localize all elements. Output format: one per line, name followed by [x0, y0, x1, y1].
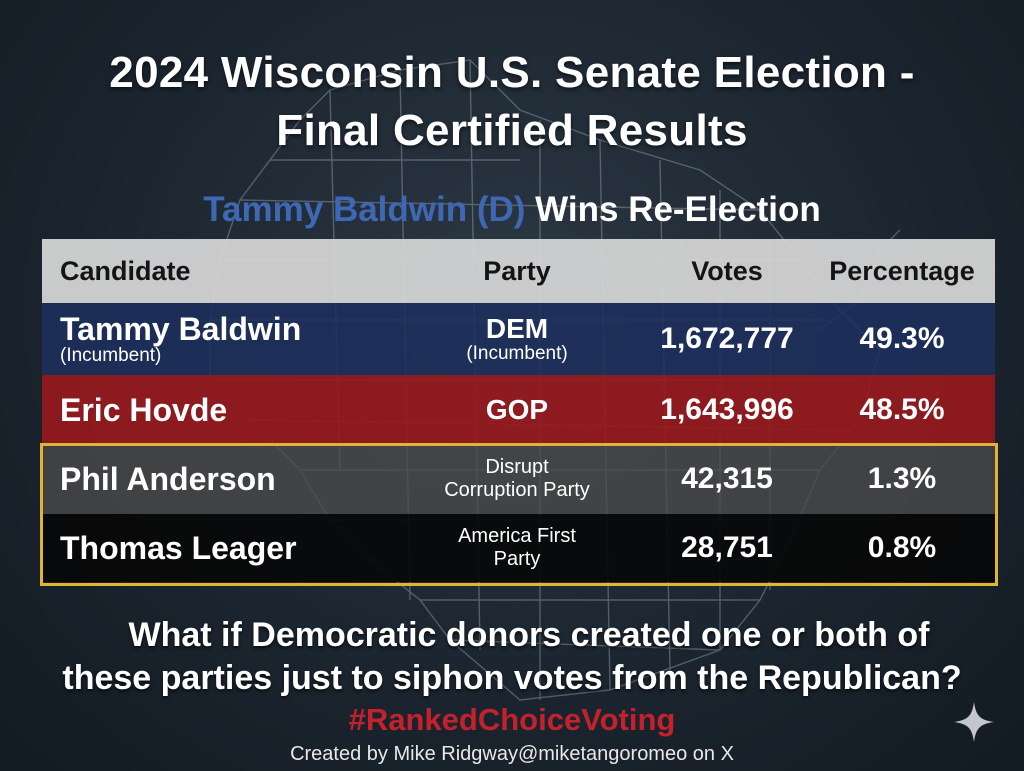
party-cell: Disrupt Corruption Party [402, 444, 632, 514]
percentage-cell: 1.3% [867, 462, 937, 495]
party-name: GOP [485, 393, 549, 425]
table-row-baldwin: Tammy Baldwin (Incumbent) DEM (Incumbent… [42, 303, 995, 375]
hashtag: #RankedChoiceVoting [348, 702, 676, 737]
votes-cell: 42,315 [681, 462, 773, 495]
title-line-2: Final Certified Results [276, 106, 748, 155]
percentage-cell: 0.8% [867, 531, 937, 564]
candidate-name: Tammy Baldwin [60, 311, 302, 347]
party-name-line-1: Disrupt [485, 456, 549, 478]
table-header: Candidate Party Votes Percentage [42, 239, 995, 303]
candidate-note: (Incumbent) [60, 345, 162, 366]
title-line-1: 2024 Wisconsin U.S. Senate Election - [109, 48, 915, 97]
candidate-name: Thomas Leager [60, 530, 297, 566]
party-name: DEM [485, 313, 549, 344]
header-votes: Votes [691, 255, 763, 286]
votes-cell: 28,751 [681, 531, 773, 564]
percentage-cell: 49.3% [859, 322, 945, 355]
header-percentage: Percentage [829, 255, 975, 286]
question-line-1: What if Democratic donors created one or… [128, 616, 930, 654]
table-row-leager: Thomas Leager America First Party 28,751… [42, 514, 995, 582]
party-name-line-2: Corruption Party [444, 479, 590, 501]
sparkle-icon [954, 702, 994, 742]
question-line-2: these parties just to siphon votes from … [62, 659, 962, 697]
votes-cell: 1,643,996 [660, 392, 794, 426]
candidate-name: Eric Hovde [60, 391, 228, 428]
candidate-cell: Eric Hovde [60, 375, 440, 444]
votes-cell: 1,672,777 [660, 322, 794, 355]
candidate-name: Phil Anderson [60, 461, 276, 497]
table-row-anderson: Phil Anderson Disrupt Corruption Party 4… [42, 444, 995, 514]
percentage-cell: 48.5% [859, 392, 945, 426]
winner-name: Tammy Baldwin (D) [203, 190, 526, 229]
party-cell: America First Party [402, 514, 632, 582]
candidate-cell: Phil Anderson [60, 444, 440, 514]
candidate-cell: Tammy Baldwin (Incumbent) [60, 303, 440, 375]
party-name-line-2: Party [493, 548, 541, 570]
header-candidate: Candidate [60, 255, 191, 286]
subtitle: Tammy Baldwin (D) Wins Re-Election [0, 188, 1024, 232]
subtitle-rest: Wins Re-Election [535, 190, 821, 229]
table-row-hovde: Eric Hovde GOP 1,643,996 48.5% [42, 375, 995, 444]
candidate-cell: Thomas Leager [60, 514, 440, 582]
party-name-line-1: America First [458, 525, 576, 547]
page-title: 2024 Wisconsin U.S. Senate Election - Fi… [0, 44, 1024, 160]
party-cell: DEM (Incumbent) [402, 303, 632, 375]
question-text: What if Democratic donors created one or… [0, 614, 1024, 700]
party-cell: GOP [402, 375, 632, 444]
credit-line: Created by Mike Ridgway@miketangoromeo o… [290, 743, 734, 765]
party-note: (Incumbent) [466, 343, 568, 364]
header-party: Party [483, 255, 551, 286]
